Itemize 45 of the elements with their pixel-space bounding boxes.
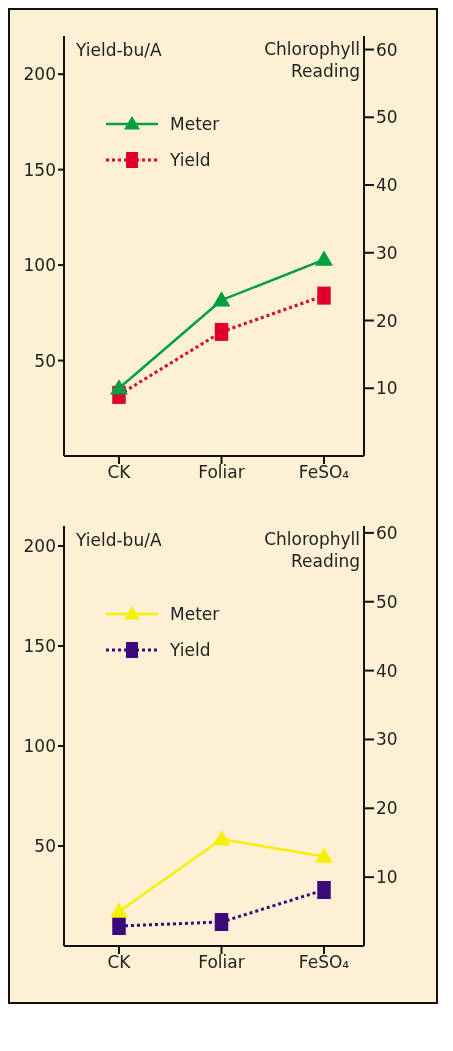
y2-tick-label: 40: [376, 660, 398, 681]
y2-axis-title: Chlorophyll Reading: [264, 528, 360, 572]
point: [317, 286, 331, 305]
x-tick-label: FeSO₄: [298, 462, 350, 483]
y2-tick-label: 50: [376, 107, 398, 128]
y-tick-label: 200: [23, 64, 56, 85]
y-axis-title: Yield-bu/A: [76, 40, 162, 60]
y-tick-label: 150: [23, 159, 56, 180]
y-tick-label: 200: [23, 536, 56, 557]
y2-tick-label: 20: [376, 798, 398, 819]
y-tick-label: 100: [23, 255, 56, 276]
point: [110, 902, 128, 918]
y2-tick-label: 60: [376, 522, 398, 543]
y-axis-title: Yield-bu/A: [76, 530, 162, 550]
legend-label: Yield: [170, 150, 211, 170]
legend-label: Meter: [170, 604, 220, 624]
point: [214, 322, 229, 341]
point: [315, 847, 333, 863]
y2-tick-label: 10: [376, 378, 398, 399]
y2-tick-label: 20: [376, 310, 398, 331]
point: [110, 379, 128, 395]
y2-tick-label: 60: [376, 39, 398, 60]
x-tick-label: Foliar: [198, 952, 245, 973]
point: [212, 830, 231, 846]
y2-axis-title: Chlorophyll Reading: [264, 38, 360, 82]
y2-tick-label: 50: [376, 591, 398, 612]
y2-tick-label: 30: [376, 729, 398, 750]
x-tick-label: Foliar: [198, 462, 245, 483]
y-tick-label: 50: [34, 836, 56, 857]
point: [112, 917, 126, 935]
point: [214, 913, 229, 931]
point: [315, 250, 333, 266]
y2-tick-label: 10: [376, 867, 398, 888]
legend-label: Yield: [170, 640, 211, 660]
y2-tick-label: 40: [376, 175, 398, 196]
point: [212, 291, 231, 307]
x-tick-label: CK: [107, 462, 132, 483]
y-tick-label: 50: [34, 350, 56, 371]
y-tick-label: 100: [23, 736, 56, 757]
legend-label: Meter: [170, 114, 220, 134]
y2-tick-label: 30: [376, 242, 398, 263]
y-tick-label: 150: [23, 636, 56, 657]
x-tick-label: CK: [107, 952, 132, 973]
point: [317, 881, 331, 899]
x-tick-label: FeSO₄: [298, 952, 350, 973]
